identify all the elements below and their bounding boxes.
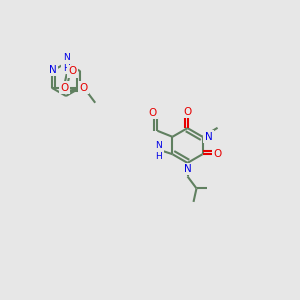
Text: O: O: [68, 66, 76, 76]
Text: N: N: [205, 132, 212, 142]
Text: O: O: [149, 108, 157, 118]
Text: O: O: [213, 149, 222, 159]
Text: O: O: [60, 83, 68, 93]
Text: O: O: [183, 106, 192, 117]
Text: N
H: N H: [156, 142, 162, 161]
Text: O: O: [79, 83, 87, 93]
Text: N
H: N H: [63, 53, 69, 73]
Text: N: N: [49, 65, 57, 75]
Text: N: N: [184, 164, 191, 174]
